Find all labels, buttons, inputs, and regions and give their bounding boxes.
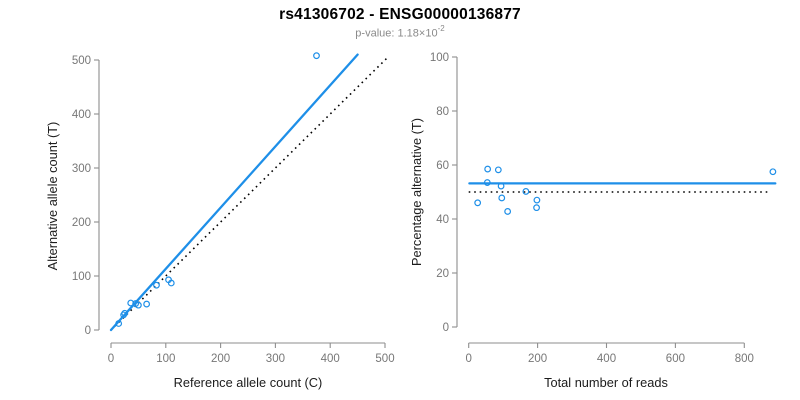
data-point	[533, 196, 541, 204]
x-tick-label: 400	[321, 353, 340, 365]
data-point	[533, 204, 540, 212]
fit-line	[109, 53, 359, 332]
x-tick-label: 600	[666, 353, 685, 365]
data-point	[504, 208, 512, 215]
y-tick-label: 0	[443, 322, 449, 334]
y-tick-label: 500	[72, 55, 91, 67]
data-point	[134, 301, 142, 309]
left-y-axis-title: Alternative allele count (T)	[45, 122, 60, 271]
identity-line	[110, 56, 389, 331]
x-tick-label: 0	[108, 353, 114, 365]
y-tick-label: 20	[436, 268, 449, 280]
right-y-axis-title: Percentage alternative (T)	[409, 118, 424, 266]
x-tick-label: 100	[156, 353, 175, 365]
data-point	[484, 165, 492, 173]
y-tick-label: 200	[72, 217, 91, 229]
pvalue-text: p-value: 1.18×10	[355, 27, 438, 40]
data-point	[522, 188, 530, 195]
x-tick-label: 200	[528, 353, 547, 365]
pvalue-exponent: -2	[437, 24, 445, 33]
data-point	[153, 281, 160, 289]
data-point	[167, 279, 175, 287]
y-tick-label: 100	[430, 52, 449, 64]
data-point	[497, 182, 505, 190]
figure-title: rs41306702 - ENSG00000136877	[279, 6, 521, 23]
data-point	[121, 309, 129, 317]
y-tick-label: 300	[72, 163, 91, 175]
data-point	[498, 194, 506, 202]
x-tick-label: 300	[266, 353, 285, 365]
data-point	[769, 168, 777, 176]
y-tick-label: 40	[436, 214, 449, 226]
x-tick-label: 0	[465, 353, 471, 365]
x-tick-label: 400	[597, 353, 616, 365]
data-point	[115, 320, 123, 327]
y-tick-label: 400	[72, 109, 91, 121]
y-tick-label: 0	[85, 325, 91, 337]
data-point	[474, 199, 482, 207]
data-point	[313, 52, 320, 60]
y-tick-label: 100	[72, 271, 91, 283]
right-x-axis-title: Total number of reads	[544, 375, 668, 390]
figure-subtitle: p-value: 1.18×10-2	[0, 24, 800, 40]
x-tick-label: 200	[211, 353, 230, 365]
data-point	[483, 179, 491, 186]
data-point	[127, 299, 135, 307]
left-x-axis-title: Reference allele count (C)	[174, 375, 323, 390]
x-tick-label: 800	[735, 353, 754, 365]
data-point	[143, 300, 151, 308]
y-tick-label: 80	[436, 106, 449, 118]
x-tick-label: 500	[375, 353, 394, 365]
y-tick-label: 60	[436, 160, 449, 172]
data-point	[494, 166, 502, 174]
